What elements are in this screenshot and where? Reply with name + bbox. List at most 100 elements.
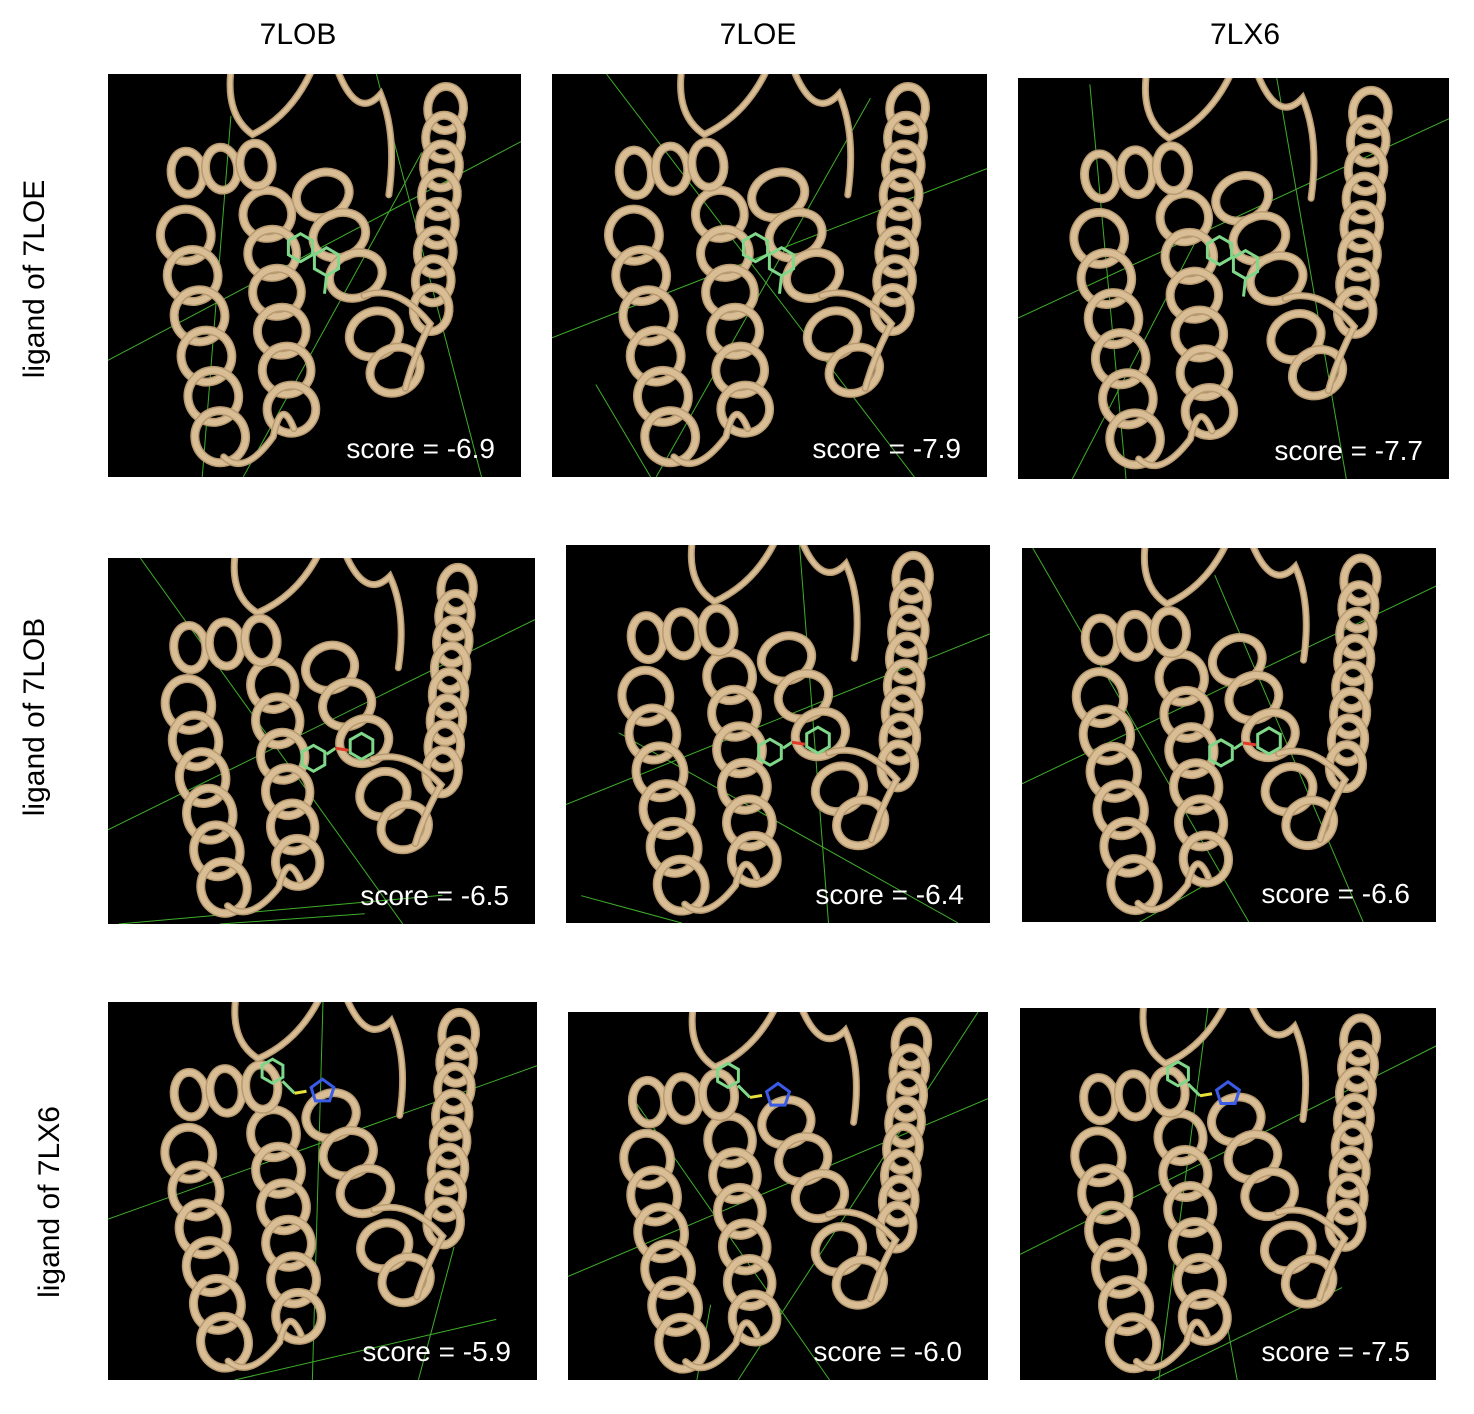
ligand-bond [325,747,337,756]
ligand-bond [791,740,806,746]
docking-score: score = -5.9 [362,1336,511,1367]
grid-box-edge [606,74,915,477]
panel-r3-c2: score = -6.0 [568,1012,988,1380]
grid-box-edge [595,384,652,477]
helix-ribbon [169,1060,283,1122]
loop-ribbon [228,74,313,137]
helix-ribbon [166,138,277,199]
ligand-bond [782,740,793,750]
docking-score: score = -7.5 [1261,1336,1410,1367]
loop-ribbon [682,862,759,913]
ligand-ring [312,245,341,278]
grid-box-edge [219,913,365,924]
loop-ribbon [689,545,776,604]
ligand-ring [300,743,327,774]
loop-ribbon [826,748,900,842]
panel-r1-c3: score = -7.7 [1018,78,1449,479]
helix-ribbon [1260,1220,1338,1309]
protein-structure-render [1018,78,1449,479]
loop-ribbon [801,1012,859,1125]
ligand-bond [778,275,783,294]
protein-structure-render [108,74,521,477]
helix-ribbon [1332,85,1393,339]
protein-structure-render [568,1012,988,1380]
column-label-7lx6: 7LX6 [1209,18,1281,51]
helix-ribbon [619,1128,710,1374]
helix-ribbon [160,673,252,918]
ligand-ring [348,731,375,762]
ligand-ring [805,725,831,755]
ligand-bond [1233,741,1244,751]
loop-ribbon [1283,293,1357,393]
helix-ribbon [1071,667,1163,916]
ligand-ring [716,1061,740,1090]
loop-ribbon [336,74,394,197]
protein-structure-render [1020,1008,1436,1380]
loop-ribbon [1275,1208,1347,1301]
ligand-bond [1186,1082,1202,1097]
grid-box-edge [618,732,959,923]
protein-structure-render [552,74,987,477]
ligand-bond [1242,278,1247,297]
loop-ribbon [678,74,768,137]
loop-ribbon [683,1320,759,1370]
loop-ribbon [362,290,433,391]
column-label-7loe: 7LOE [719,18,797,51]
helix-ribbon [626,603,739,665]
ligand-ring [757,737,783,767]
grid-box-edge [655,97,871,477]
loop-ribbon [671,412,750,466]
helix-ribbon [169,613,282,675]
loop-ribbon [826,1209,899,1302]
helix-ribbon [1154,649,1234,888]
ligand-ring [1205,234,1234,267]
helix-ribbon [246,1105,326,1345]
loop-ribbon [819,290,894,391]
helix-ribbon [747,167,844,303]
ligand-bond [281,1080,296,1095]
helix-ribbon [875,1017,933,1254]
grid-box-edge [799,545,829,923]
grid-box-edge [311,1002,324,1380]
ligand-ring [1214,1079,1242,1105]
row-label-ligand-7lob: ligand of 7LOB [18,617,51,817]
grid-box-edge [581,895,682,923]
ligand-bond [749,1093,763,1099]
loop-ribbon [1256,78,1316,201]
ligand-ring [1208,738,1234,768]
panel-r2-c3: score = -6.6 [1022,548,1436,922]
helix-ribbon [870,82,930,336]
protein-structure-render [108,558,535,924]
docking-score: score = -6.4 [815,879,964,910]
loop-ribbon [370,754,444,846]
loop-ribbon [1134,1320,1210,1370]
grid-box-edge [1276,78,1347,479]
helix-ribbon [617,665,710,916]
helix-ribbon [301,1088,396,1219]
helix-ribbon [1080,141,1194,204]
loop-ribbon [1250,1008,1308,1122]
loop-ribbon [690,1012,776,1070]
ligand-bond [736,1084,752,1099]
helix-ribbon [702,648,782,888]
loop-ribbon [371,1205,446,1299]
ligand-bond [323,275,328,294]
ligand-bond [294,1089,307,1095]
helix-ribbon [1080,606,1191,666]
helix-ribbon [1324,1013,1382,1252]
helix-ribbon [422,1007,480,1250]
docking-score: score = -6.0 [813,1336,962,1367]
loop-ribbon [221,412,296,466]
helix-ribbon [614,137,729,200]
panel-r2-c1: score = -6.5 [108,558,535,924]
loop-ribbon [1136,414,1214,468]
helix-ribbon [1155,189,1239,441]
helix-ribbon [421,562,478,799]
ligand-ring [260,1057,285,1085]
docking-score: score = -6.6 [1261,878,1410,909]
panel-r3-c3: score = -7.5 [1020,1008,1436,1380]
panel-r2-c2: score = -6.4 [566,545,990,923]
loop-ribbon [1276,749,1348,842]
grid-box-edge [118,894,443,924]
helix-ribbon [756,631,851,762]
